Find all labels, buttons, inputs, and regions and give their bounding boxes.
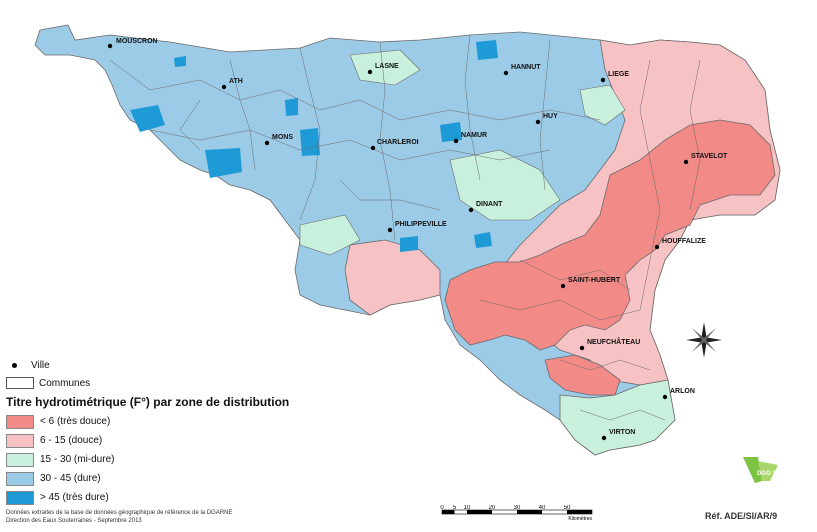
city-label: CHARLEROI [377,139,419,146]
spot-tres-dure-9 [174,56,186,67]
region-ardenne-tres-douce [444,119,776,351]
scale-tick-label: 10 [464,505,471,511]
spot-tres-dure-4 [285,98,298,116]
legend-swatch [6,490,34,505]
region-patch-mi-dure-3 [299,214,361,256]
legend-class-label: < 6 (très douce) [40,416,111,427]
map-legend: Ville Communes Titre hydrotimétrique (F°… [6,356,326,507]
legend-ville-label: Ville [31,359,50,371]
legend-class-row: > 45 (très dure) [6,488,326,507]
legend-class-label: 30 - 45 (dure) [40,473,101,484]
city-dot-icon [654,244,660,250]
spot-tres-dure-1 [130,105,165,132]
legend-swatch [6,414,34,429]
legend-class-row: 30 - 45 (dure) [6,469,326,488]
spot-tres-dure-3 [300,128,320,156]
city-dot-icon [264,140,270,146]
scale-tick-label: 40 [539,505,546,511]
map-reference: Réf. ADE/SI/AR/9 [705,511,778,521]
city-label: VIRTON [609,429,635,436]
logo-text: DGO 3 [757,471,776,477]
source-line-2: Direction des Eaux Souterraines - Septem… [6,518,142,524]
legend-communes-label: Communes [39,377,91,389]
spot-tres-dure-6 [440,122,462,142]
city-label: DINANT [476,201,503,208]
city-dot-icon [107,43,113,49]
commune-boundaries [109,34,701,421]
legend-title: Titre hydrotimétrique (F°) par zone de d… [6,395,290,409]
city-label: ARLON [670,388,695,395]
dgo3-logo-icon: DGO 3 [740,455,780,485]
spot-tres-dure-8 [474,232,492,248]
city-dot-icon [367,69,373,75]
city-label: MONS [272,134,293,141]
legend-ville-row: Ville [6,356,326,374]
city-dot-icon [662,394,668,400]
region-patch-mi-dure-1 [349,49,421,86]
spot-tres-dure-2 [205,148,242,178]
city-label: PHILIPPEVILLE [395,221,447,228]
city-dot-icon [683,159,689,165]
scale-tick-label: 0 [440,505,444,511]
region-patch-mi-dure-4 [579,84,626,126]
legend-class-label: 6 - 15 (douce) [40,435,103,446]
city-dot-icon [503,70,509,76]
scale-tick-label: 20 [489,505,496,511]
legend-swatch [6,433,34,448]
city-dot-icon [579,345,585,351]
legend-swatch [6,471,34,486]
north-arrow-icon [684,320,724,360]
city-dot-icon [601,435,607,441]
legend-class-row: 15 - 30 (mi-dure) [6,450,326,469]
legend-class-row: 6 - 15 (douce) [6,431,326,450]
scale-unit-label: Kilomètres [568,516,592,522]
spot-tres-dure-5 [476,40,498,60]
city-label: MOUSCRON [116,38,158,45]
scale-bar: 0 5 10 20 30 40 50 Kilomètres [440,505,610,527]
city-dot-icon [453,138,459,144]
city-label: HOUFFALIZE [662,238,706,245]
spot-tres-dure-7 [400,236,418,252]
city-dot-icon [387,227,393,233]
city-dot-icon [535,119,541,125]
city-dot-icon [468,207,474,213]
city-dot-icon [221,84,227,90]
city-label: ATH [229,78,243,85]
source-line-1: Données extraites de la base de données … [6,510,233,516]
scale-tick-label: 5 [453,505,457,511]
legend-class-label: > 45 (très dure) [40,492,109,503]
scale-tick-label: 30 [514,505,521,511]
commune-outline-icon [6,377,34,389]
legend-swatch [6,452,34,467]
legend-communes-row: Communes [6,374,326,392]
legend-class-label: 15 - 30 (mi-dure) [40,454,115,465]
city-dot-icon [560,283,566,289]
city-label: SAINT-HUBERT [568,277,621,284]
city-dot-icon [12,362,17,368]
city-label: NAMUR [461,132,487,139]
city-label: HANNUT [511,64,541,71]
city-label: STAVELOT [691,153,728,160]
city-dot-icon [370,145,376,151]
city-label: LASNE [375,63,399,70]
scale-tick-label: 50 [564,505,571,511]
city-dot-icon [600,77,606,83]
city-label: LIEGE [608,71,629,78]
legend-class-row: < 6 (très douce) [6,412,326,431]
source-footer: Données extraites de la base de données … [6,509,232,525]
city-label: HUY [543,113,558,120]
city-label: NEUFCHÂTEAU [587,337,640,346]
